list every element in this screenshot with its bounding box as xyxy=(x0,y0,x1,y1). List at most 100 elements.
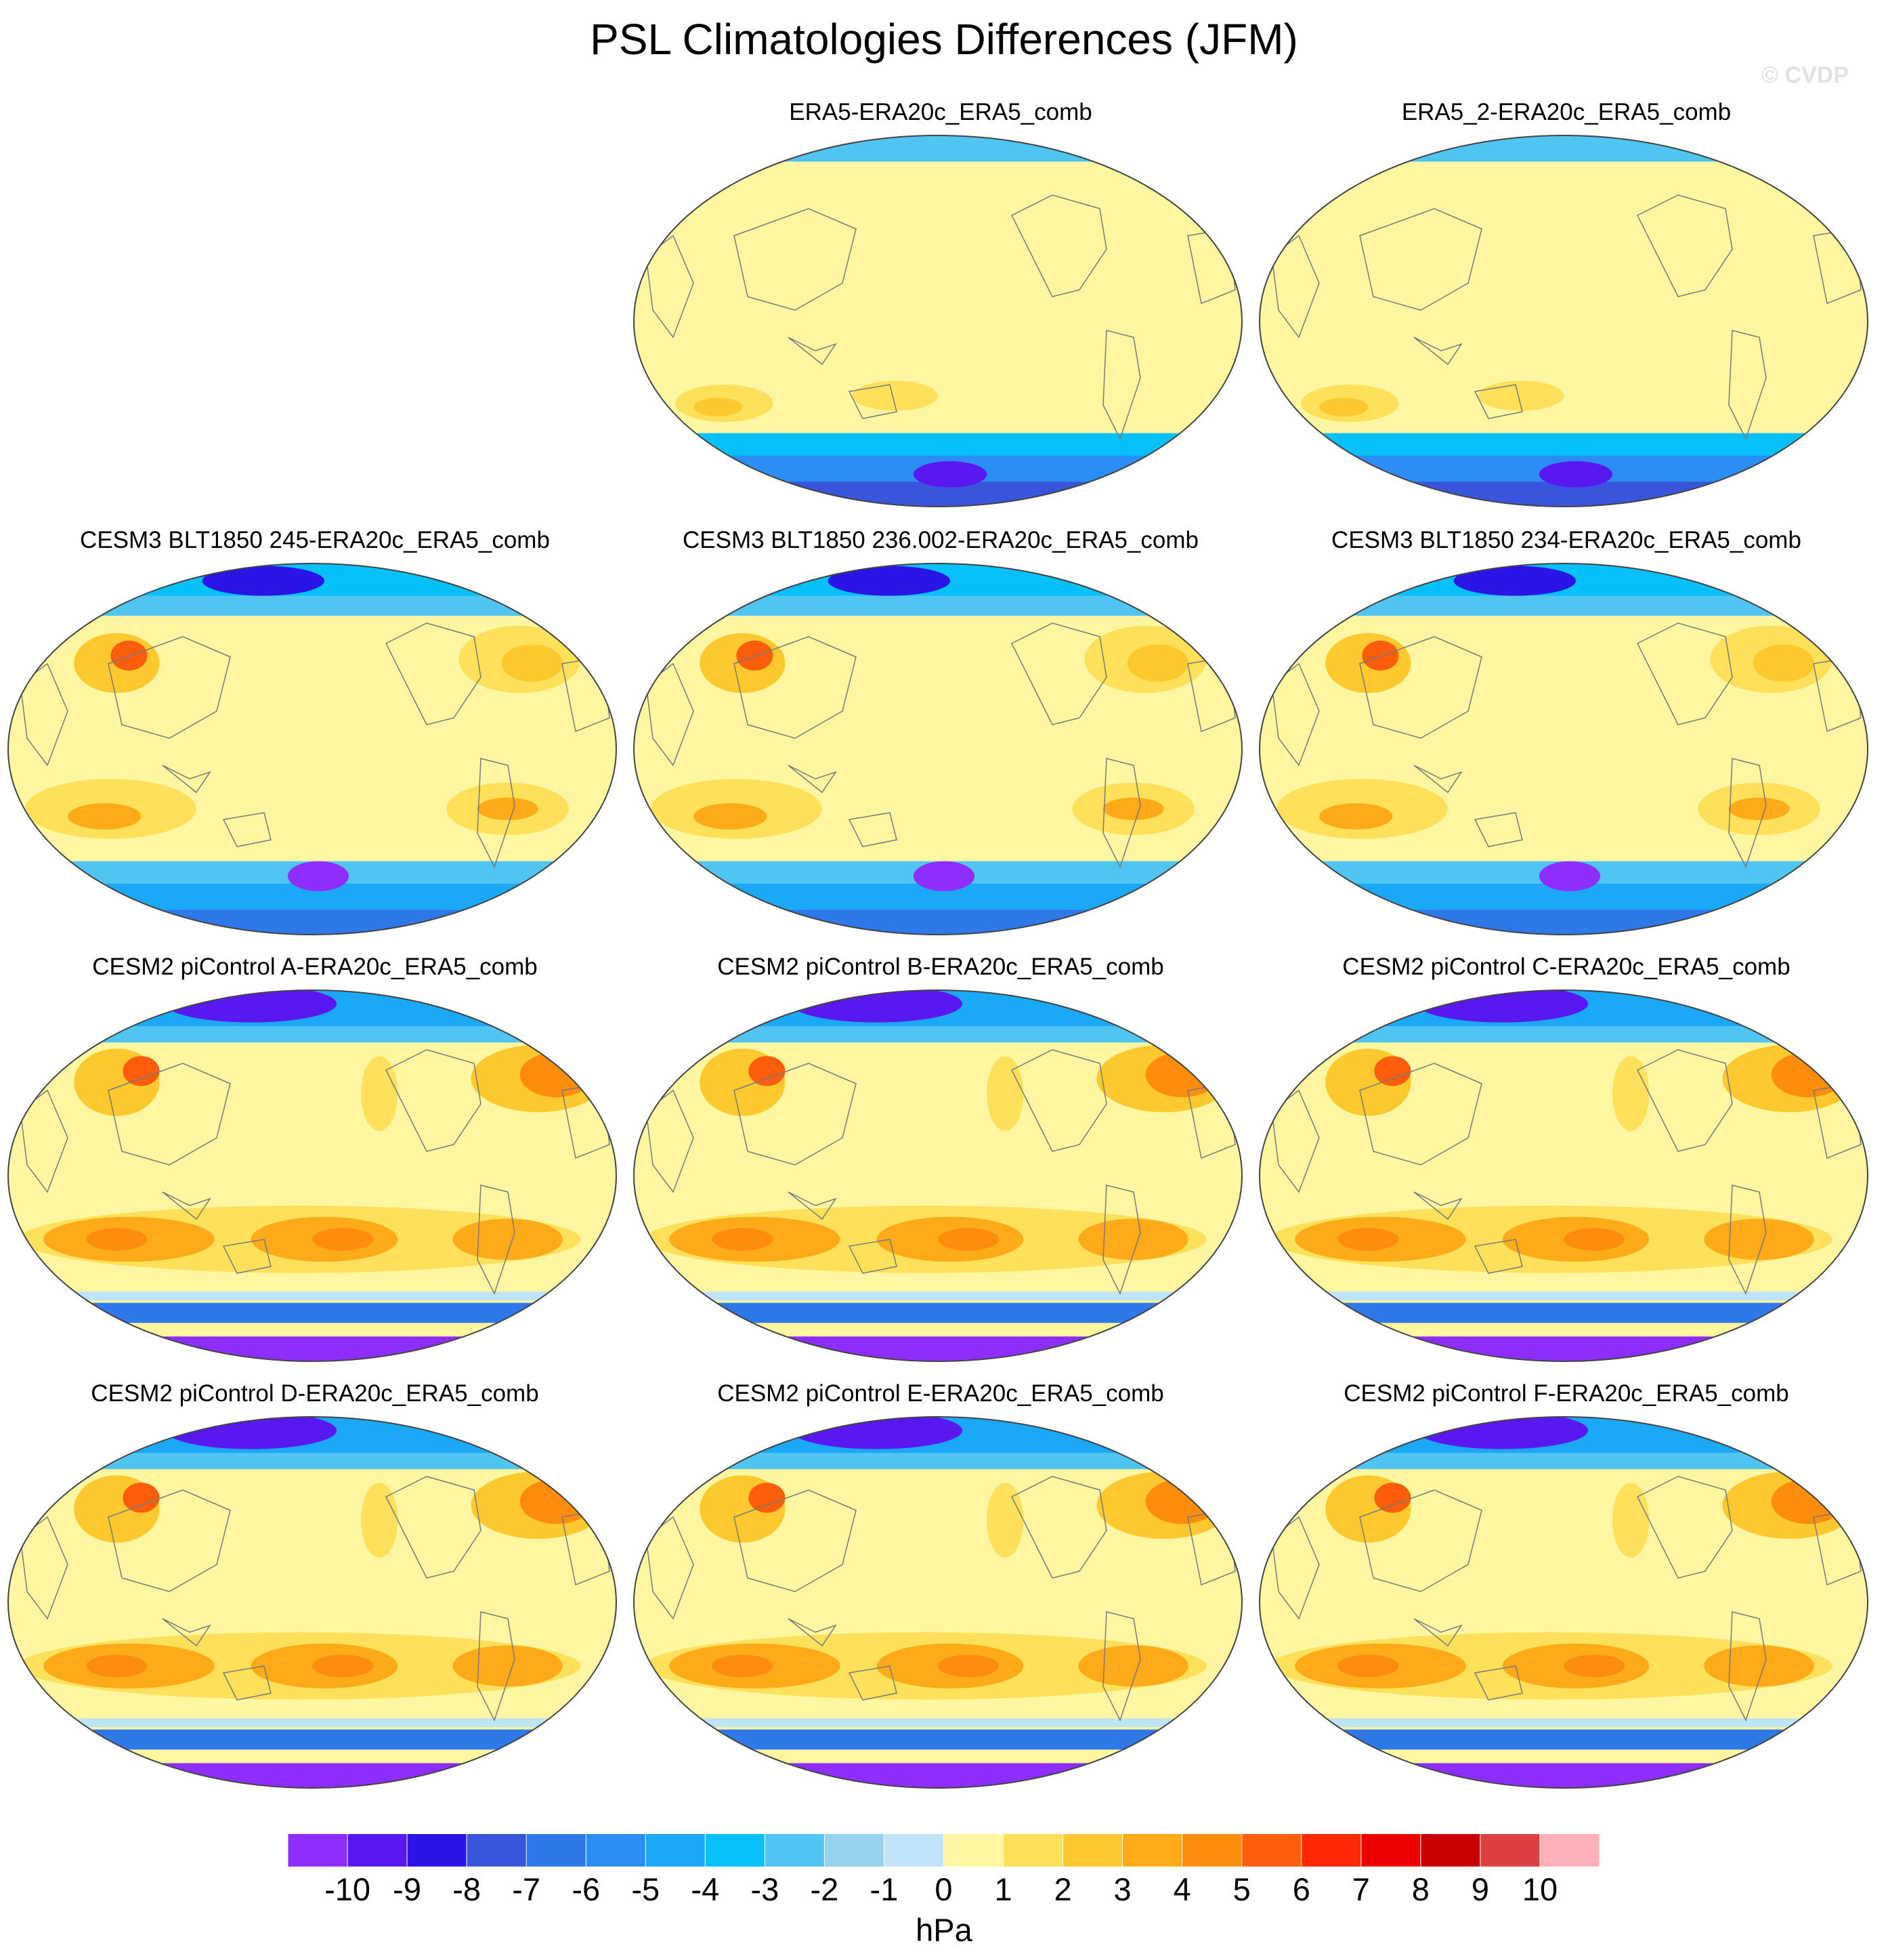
colorbar-swatch xyxy=(1003,1834,1064,1867)
south-pacific-core xyxy=(68,803,142,830)
panel-title: CESM3 BLT1850 234-ERA20c_ERA5_comb xyxy=(1331,527,1801,553)
asian-high-core xyxy=(123,1483,160,1513)
colorbar-swatch xyxy=(1480,1834,1541,1867)
amundsen-low xyxy=(1539,861,1601,891)
colorbar-tick-label: 0 xyxy=(935,1871,953,1907)
coastline xyxy=(1102,758,1141,868)
coastline xyxy=(1271,1516,1320,1620)
band-south-inner xyxy=(634,1763,1242,1788)
band-north-2 xyxy=(8,1453,616,1470)
map-svg xyxy=(7,563,617,935)
colorbar-tick-label: 7 xyxy=(1352,1871,1370,1907)
coastline xyxy=(848,384,897,419)
colorbar-tick-label: -2 xyxy=(810,1871,839,1907)
colorbar-swatch xyxy=(467,1834,527,1867)
band-north-2 xyxy=(1260,1453,1868,1470)
colorbar-tick-label: 6 xyxy=(1292,1871,1310,1907)
amundsen-low xyxy=(1539,461,1613,488)
map-panel-cesm3_234: CESM3 BLT1850 234-ERA20c_ERA5_comb xyxy=(1258,526,1874,935)
north-atlantic xyxy=(1072,186,1170,276)
asian-high-core xyxy=(1374,1483,1411,1513)
south-max xyxy=(938,1228,1000,1251)
colorbar-tick-label: 5 xyxy=(1232,1871,1251,1907)
map-svg xyxy=(1259,989,1868,1362)
coastline xyxy=(1359,208,1482,311)
band-south-outer xyxy=(1260,1302,1868,1323)
panel-title: CESM2 piControl A-ERA20c_ERA5_comb xyxy=(92,954,538,980)
asian-high-core xyxy=(748,1483,786,1513)
colorbar-swatch xyxy=(288,1834,348,1867)
map-border xyxy=(633,135,1243,507)
map-panel-cesm2_c: CESM2 piControl C-ERA20c_ERA5_comb xyxy=(1258,952,1874,1362)
pacific-high xyxy=(730,209,1000,396)
colorbar xyxy=(288,1834,1600,1867)
coastline xyxy=(1728,1611,1767,1722)
map-panel-era5_2: ERA5_2-ERA20c_ERA5_comb xyxy=(1258,98,1874,507)
colorbar-swatch xyxy=(1360,1834,1421,1867)
band-south-inner xyxy=(8,910,616,935)
south-max-2 xyxy=(712,1228,773,1251)
coastline xyxy=(20,662,68,767)
band-south-ring xyxy=(634,1292,1242,1301)
asian-high-core xyxy=(110,640,148,671)
amundsen-low xyxy=(913,861,975,891)
band-south-ring xyxy=(8,1292,616,1301)
south-pacific-core xyxy=(693,803,767,830)
colorbar-tick-label: 3 xyxy=(1113,1871,1132,1907)
pacific-band xyxy=(1404,1539,1625,1577)
map-border xyxy=(633,1416,1243,1789)
coastline xyxy=(1728,1185,1767,1295)
band-south-ring xyxy=(634,1718,1242,1728)
colorbar-swatch xyxy=(824,1834,884,1867)
map-svg xyxy=(1259,1416,1868,1789)
arctic-low xyxy=(828,566,951,596)
panel-title: CESM2 piControl E-ERA20c_ERA5_comb xyxy=(717,1380,1164,1407)
colorbar-tick-label: -5 xyxy=(631,1871,660,1907)
coastline xyxy=(733,1489,857,1592)
map-svg xyxy=(633,1416,1243,1789)
map-panel-cesm2_d: CESM2 piControl D-ERA20c_ERA5_comb xyxy=(7,1379,623,1789)
coastline xyxy=(788,337,837,366)
coastline xyxy=(848,812,897,847)
coastline xyxy=(1359,1489,1482,1592)
colorbar-tick-label: 4 xyxy=(1173,1871,1191,1907)
band-south-inner xyxy=(1260,1763,1868,1788)
band-south-outer xyxy=(634,1729,1242,1750)
south-max-2 xyxy=(86,1655,148,1678)
central-south xyxy=(269,790,416,828)
colorbar-tick-label: -7 xyxy=(512,1871,541,1907)
colorbar-tick-label: -6 xyxy=(572,1871,601,1907)
south-band-core-3 xyxy=(1078,1218,1188,1260)
pacific-high xyxy=(1356,209,1625,396)
coastline xyxy=(1636,1049,1733,1152)
panel-title: CESM2 piControl F-ERA20c_ERA5_comb xyxy=(1344,1380,1789,1407)
coastline xyxy=(1636,622,1733,725)
band-south-ring xyxy=(1260,1718,1868,1728)
map-border xyxy=(1259,563,1868,935)
amundsen-low xyxy=(287,861,349,891)
panel-title: CESM3 BLT1850 236.002-ERA20c_ERA5_comb xyxy=(682,527,1199,553)
pacific-band xyxy=(779,1112,1000,1150)
pacific-high-band xyxy=(1441,663,1564,701)
asian-high-core xyxy=(1374,1056,1411,1086)
band-north-2 xyxy=(1260,595,1868,616)
map-panel-cesm3_236: CESM3 BLT1850 236.002-ERA20c_ERA5_comb xyxy=(632,526,1249,935)
coastline xyxy=(385,1049,481,1152)
panel-title: ERA5_2-ERA20c_ERA5_comb xyxy=(1401,99,1732,125)
south-atlantic-core xyxy=(477,797,538,820)
south-max xyxy=(1564,1228,1625,1251)
colorbar-swatch xyxy=(705,1834,765,1867)
coastline xyxy=(1010,1476,1107,1579)
asian-high-core xyxy=(123,1056,160,1086)
tropic-band xyxy=(1478,741,1625,757)
coastline xyxy=(645,662,694,767)
map-border xyxy=(633,989,1243,1362)
south-ring xyxy=(1307,358,1820,411)
north-atlantic xyxy=(1698,186,1796,276)
coastline xyxy=(1102,1185,1141,1295)
coastline xyxy=(645,234,694,339)
colorbar-swatch xyxy=(407,1834,467,1867)
arctic-low xyxy=(1453,566,1576,596)
coastline xyxy=(222,812,272,847)
coastline xyxy=(1359,636,1482,739)
